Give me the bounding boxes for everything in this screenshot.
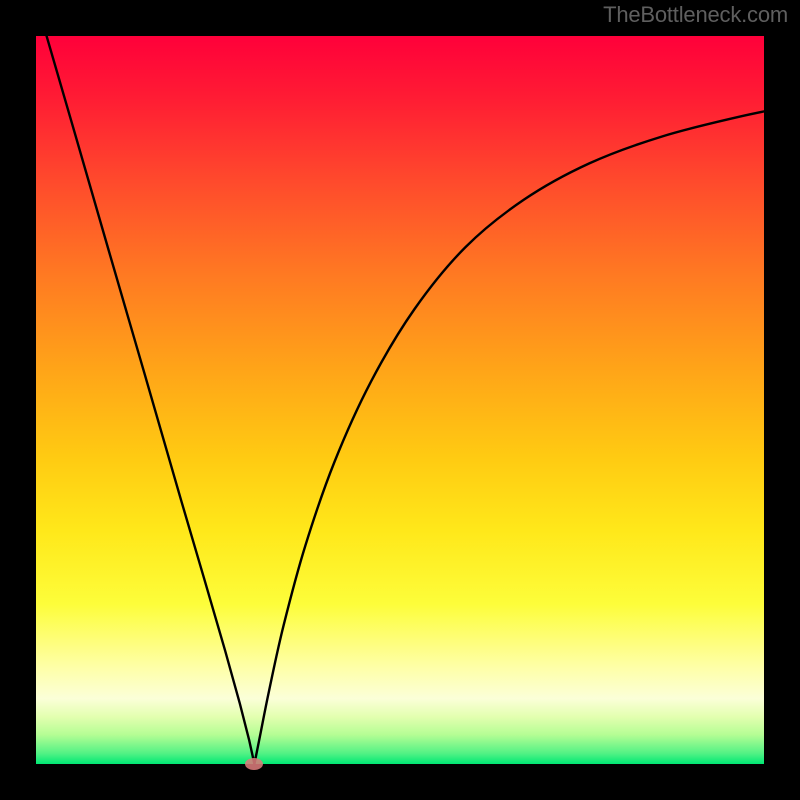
plot-area [36, 36, 764, 764]
watermark-text: TheBottleneck.com [603, 2, 788, 28]
bottleneck-curve [36, 36, 764, 764]
vertex-marker [245, 758, 263, 770]
chart-container: TheBottleneck.com [0, 0, 800, 800]
